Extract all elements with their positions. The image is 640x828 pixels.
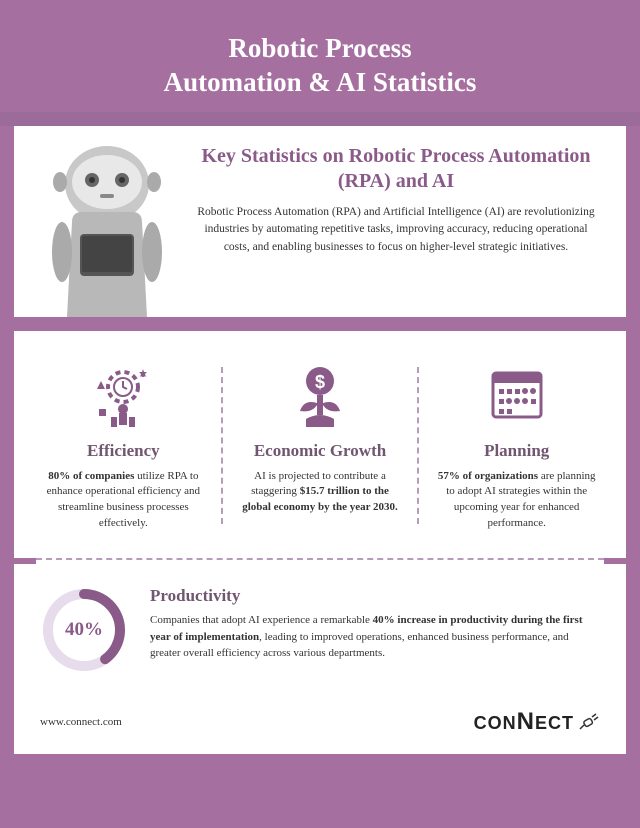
stat-title: Planning [435, 441, 598, 461]
stat-body: AI is projected to contribute a staggeri… [239, 469, 402, 517]
dollar-plant-icon: $ [239, 359, 402, 431]
hero-accent-band [0, 112, 640, 126]
calendar-icon [435, 359, 598, 431]
progress-ring: 40% [40, 586, 128, 674]
brand-logo: CONNECT [474, 708, 600, 736]
stat-economic: $ Economic Growth AI is projected to con… [231, 359, 410, 533]
main-title: Robotic ProcessAutomation & AI Statistic… [14, 32, 626, 100]
divider [221, 367, 223, 525]
svg-text:$: $ [315, 372, 325, 392]
productivity-body: Companies that adopt AI experience a rem… [150, 612, 600, 662]
divider [417, 367, 419, 525]
plug-icon [578, 711, 600, 733]
stat-title: Economic Growth [239, 441, 402, 461]
productivity-title: Productivity [150, 586, 600, 606]
gear-clock-icon [42, 359, 205, 431]
hero-card: Key Statistics on Robotic Process Automa… [14, 122, 626, 317]
page: Robotic ProcessAutomation & AI Statistic… [0, 0, 640, 782]
hero-body: Robotic Process Automation (RPA) and Art… [194, 204, 598, 257]
ring-percent: 40% [40, 586, 128, 674]
footer-url: www.connect.com [40, 716, 122, 728]
stat-planning: Planning 57% of organizations are planni… [427, 359, 606, 533]
robot-icon [32, 142, 182, 317]
productivity-card: 40% Productivity Companies that adopt AI… [14, 564, 626, 694]
brand-text: CONNECT [474, 708, 574, 736]
stats-row: Efficiency 80% of companies utilize RPA … [14, 331, 626, 559]
title-section: Robotic ProcessAutomation & AI Statistic… [14, 14, 626, 122]
stat-body: 80% of companies utilize RPA to enhance … [42, 469, 205, 533]
stat-efficiency: Efficiency 80% of companies utilize RPA … [34, 359, 213, 533]
stat-title: Efficiency [42, 441, 205, 461]
footer: www.connect.com CONNECT [14, 694, 626, 754]
productivity-text: Productivity Companies that adopt AI exp… [150, 586, 600, 662]
hero-heading: Key Statistics on Robotic Process Automa… [194, 144, 598, 194]
stats-section: Efficiency 80% of companies utilize RPA … [14, 317, 626, 769]
stat-body: 57% of organizations are planning to ado… [435, 469, 598, 533]
